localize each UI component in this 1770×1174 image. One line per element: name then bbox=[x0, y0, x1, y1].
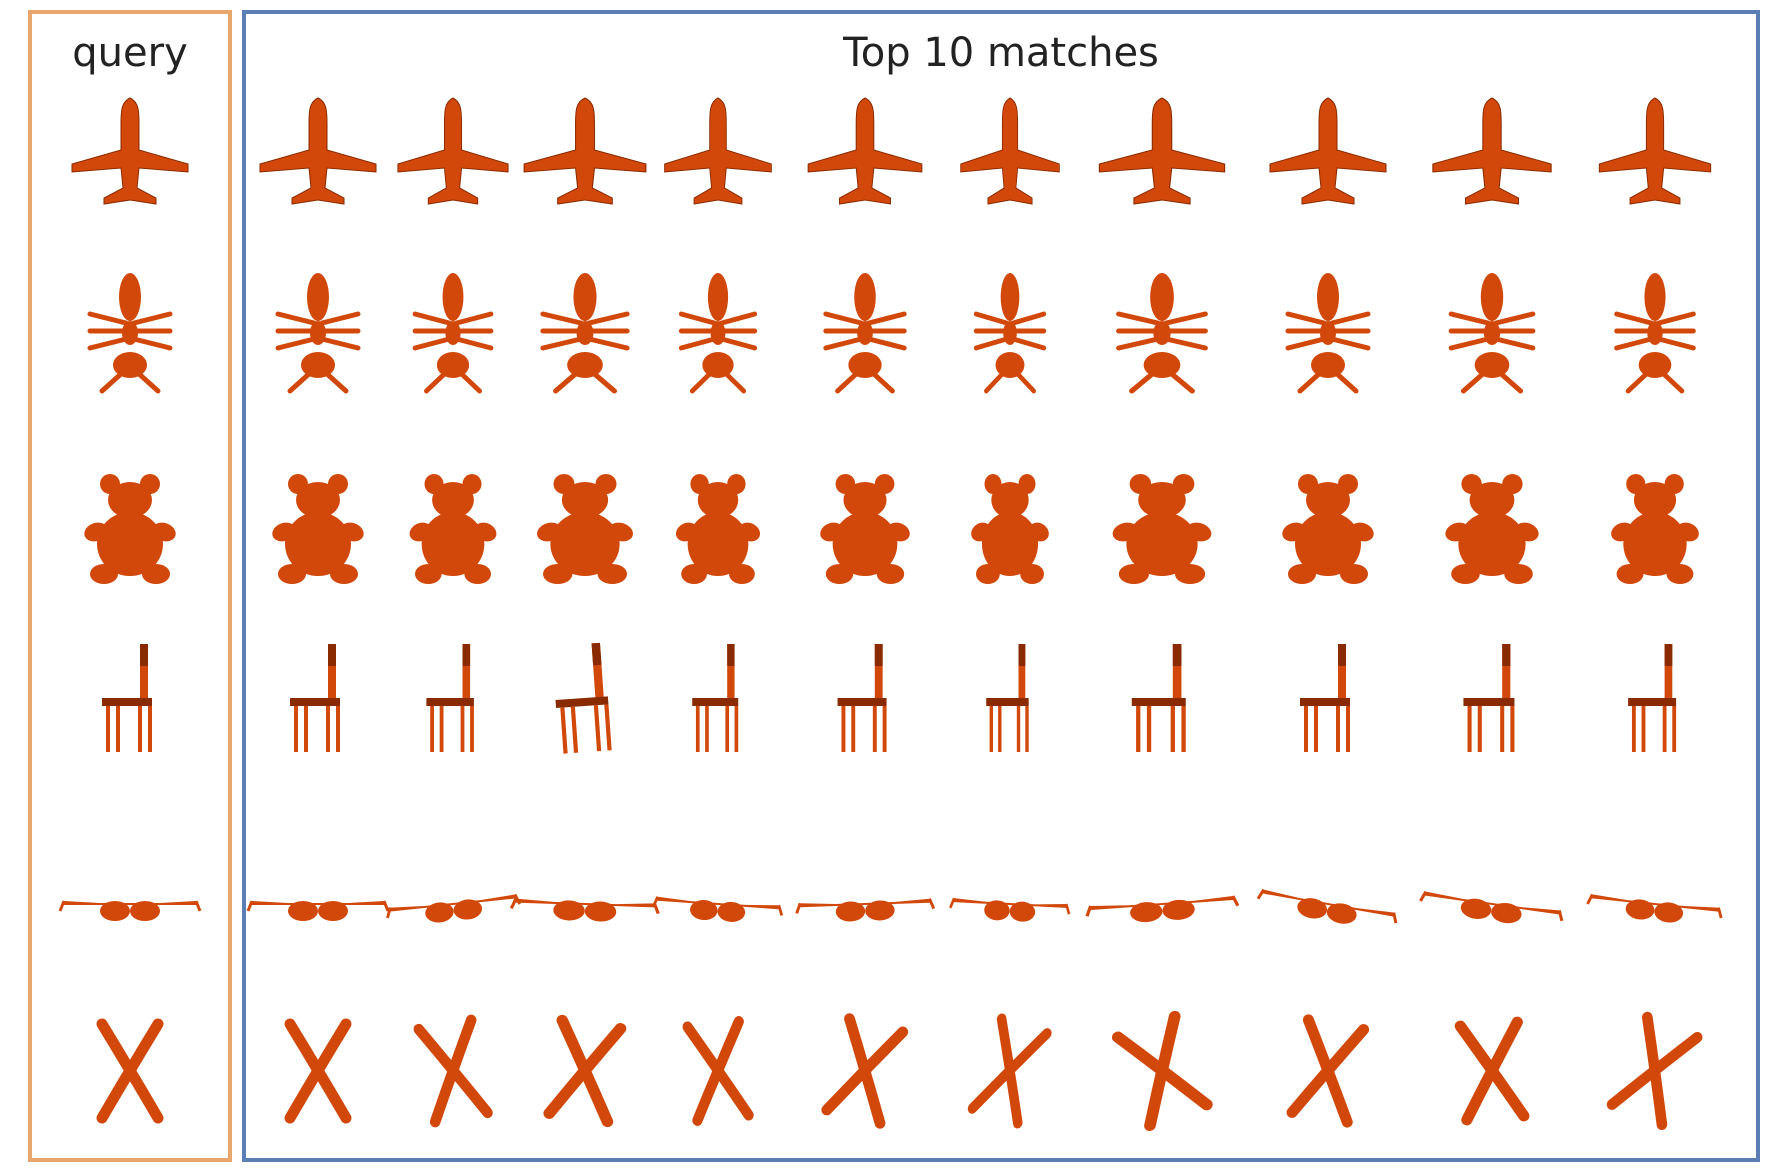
match-8-chair-icon bbox=[1300, 644, 1350, 752]
match-3-pliers-icon bbox=[543, 1014, 627, 1128]
match-8-teddy-bear-icon bbox=[1282, 474, 1374, 584]
match-8-pliers-icon bbox=[1286, 1014, 1370, 1128]
match-6-ant-icon bbox=[973, 273, 1047, 394]
match-3-chair-icon bbox=[555, 642, 612, 754]
match-6-airplane-icon bbox=[960, 97, 1060, 205]
match-5-teddy-bear-icon bbox=[820, 474, 910, 584]
match-2-pliers-icon bbox=[413, 1014, 493, 1128]
match-2-glasses-icon bbox=[386, 893, 522, 923]
match-3-airplane-icon bbox=[523, 97, 647, 205]
match-4-chair-icon bbox=[692, 644, 739, 752]
match-4-teddy-bear-icon bbox=[675, 474, 761, 584]
query-heading: query bbox=[72, 30, 188, 76]
match-10-teddy-bear-icon bbox=[1611, 474, 1699, 584]
match-7-pliers-icon bbox=[1111, 1010, 1213, 1132]
match-1-ant-icon bbox=[275, 273, 361, 394]
match-9-teddy-bear-icon bbox=[1445, 474, 1539, 584]
query-chair-icon bbox=[102, 644, 152, 752]
match-9-glasses-icon bbox=[1419, 890, 1564, 924]
match-3-teddy-bear-icon bbox=[537, 474, 633, 584]
match-1-pliers-icon bbox=[284, 1018, 352, 1124]
match-5-ant-icon bbox=[823, 273, 907, 394]
match-5-chair-icon bbox=[837, 644, 887, 752]
match-1-airplane-icon bbox=[259, 97, 377, 205]
match-9-chair-icon bbox=[1463, 644, 1515, 752]
match-7-glasses-icon bbox=[1085, 895, 1240, 923]
match-4-ant-icon bbox=[678, 273, 758, 394]
match-9-ant-icon bbox=[1448, 273, 1536, 394]
query-panel bbox=[28, 10, 232, 1162]
match-10-pliers-icon bbox=[1606, 1011, 1703, 1131]
match-1-teddy-bear-icon bbox=[272, 474, 364, 584]
query-teddy-bear-icon bbox=[84, 474, 176, 584]
results-panel bbox=[242, 10, 1760, 1162]
query-ant-icon bbox=[87, 273, 173, 394]
match-9-pliers-icon bbox=[1454, 1016, 1530, 1126]
match-5-pliers-icon bbox=[821, 1013, 909, 1129]
match-6-chair-icon bbox=[986, 644, 1029, 752]
match-7-ant-icon bbox=[1116, 273, 1208, 394]
match-7-teddy-bear-icon bbox=[1112, 474, 1212, 584]
query-pliers-icon bbox=[96, 1018, 164, 1124]
match-1-chair-icon bbox=[290, 644, 340, 752]
match-8-glasses-icon bbox=[1256, 888, 1398, 924]
match-7-chair-icon bbox=[1131, 644, 1186, 752]
match-6-teddy-bear-icon bbox=[971, 474, 1049, 584]
match-5-glasses-icon bbox=[795, 898, 936, 922]
match-3-ant-icon bbox=[540, 273, 630, 394]
match-8-ant-icon bbox=[1285, 273, 1371, 394]
match-4-pliers-icon bbox=[682, 1016, 754, 1126]
match-10-glasses-icon bbox=[1586, 893, 1723, 923]
query-airplane-icon bbox=[71, 97, 189, 205]
match-10-airplane-icon bbox=[1598, 97, 1712, 205]
match-2-ant-icon bbox=[412, 273, 494, 394]
results-heading: Top 10 matches bbox=[843, 30, 1159, 76]
match-7-airplane-icon bbox=[1098, 97, 1226, 205]
match-10-ant-icon bbox=[1614, 273, 1696, 394]
match-5-airplane-icon bbox=[807, 97, 923, 205]
match-8-airplane-icon bbox=[1269, 97, 1387, 205]
match-2-chair-icon bbox=[426, 644, 474, 752]
match-1-glasses-icon bbox=[246, 900, 390, 921]
match-9-airplane-icon bbox=[1432, 97, 1552, 205]
match-2-airplane-icon bbox=[397, 97, 509, 205]
query-glasses-icon bbox=[58, 900, 202, 921]
match-10-chair-icon bbox=[1628, 644, 1677, 752]
match-3-glasses-icon bbox=[509, 897, 660, 922]
match-2-teddy-bear-icon bbox=[409, 474, 497, 584]
match-4-airplane-icon bbox=[664, 97, 772, 205]
match-4-glasses-icon bbox=[652, 896, 784, 922]
match-6-pliers-icon bbox=[967, 1013, 1052, 1129]
match-6-glasses-icon bbox=[949, 897, 1071, 922]
